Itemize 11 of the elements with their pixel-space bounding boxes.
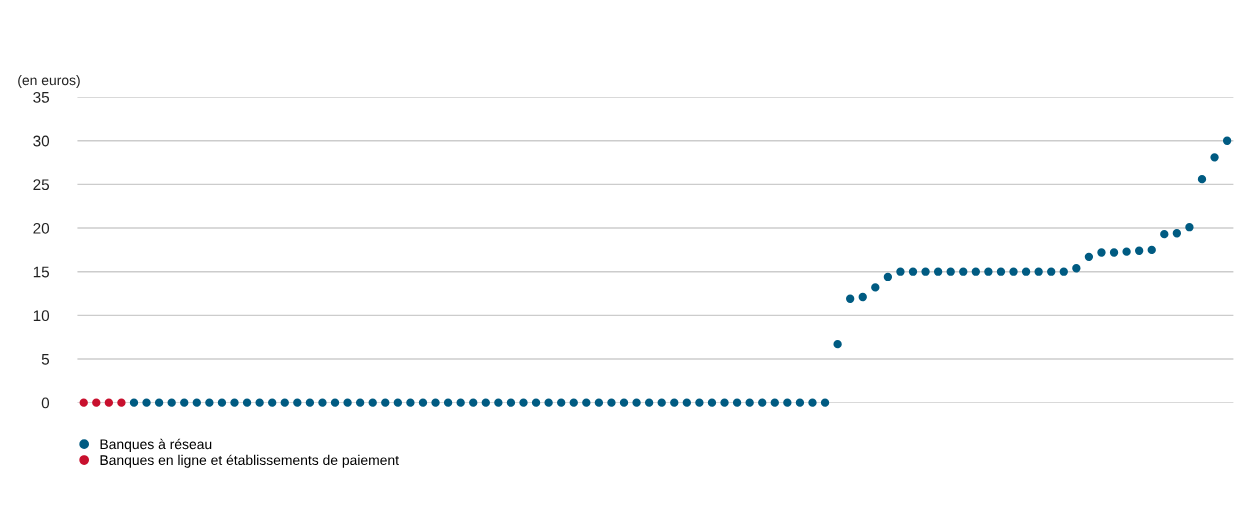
y-tick-label: 5 bbox=[41, 354, 50, 365]
y-tick-label: 25 bbox=[33, 179, 50, 191]
y-tick-label: 0 bbox=[41, 397, 50, 409]
y-tick-label: 10 bbox=[33, 310, 50, 322]
legend-label: Banques en ligne et établissements de paiement bbox=[100, 454, 399, 468]
legend-label: Banques à réseau bbox=[100, 438, 212, 452]
y-tick-label: 30 bbox=[33, 135, 50, 147]
y-axis-title: (en euros) bbox=[18, 74, 80, 88]
y-tick-label: 20 bbox=[33, 222, 50, 234]
y-tick-label: 35 bbox=[33, 91, 50, 103]
y-tick-label: 15 bbox=[33, 266, 50, 278]
